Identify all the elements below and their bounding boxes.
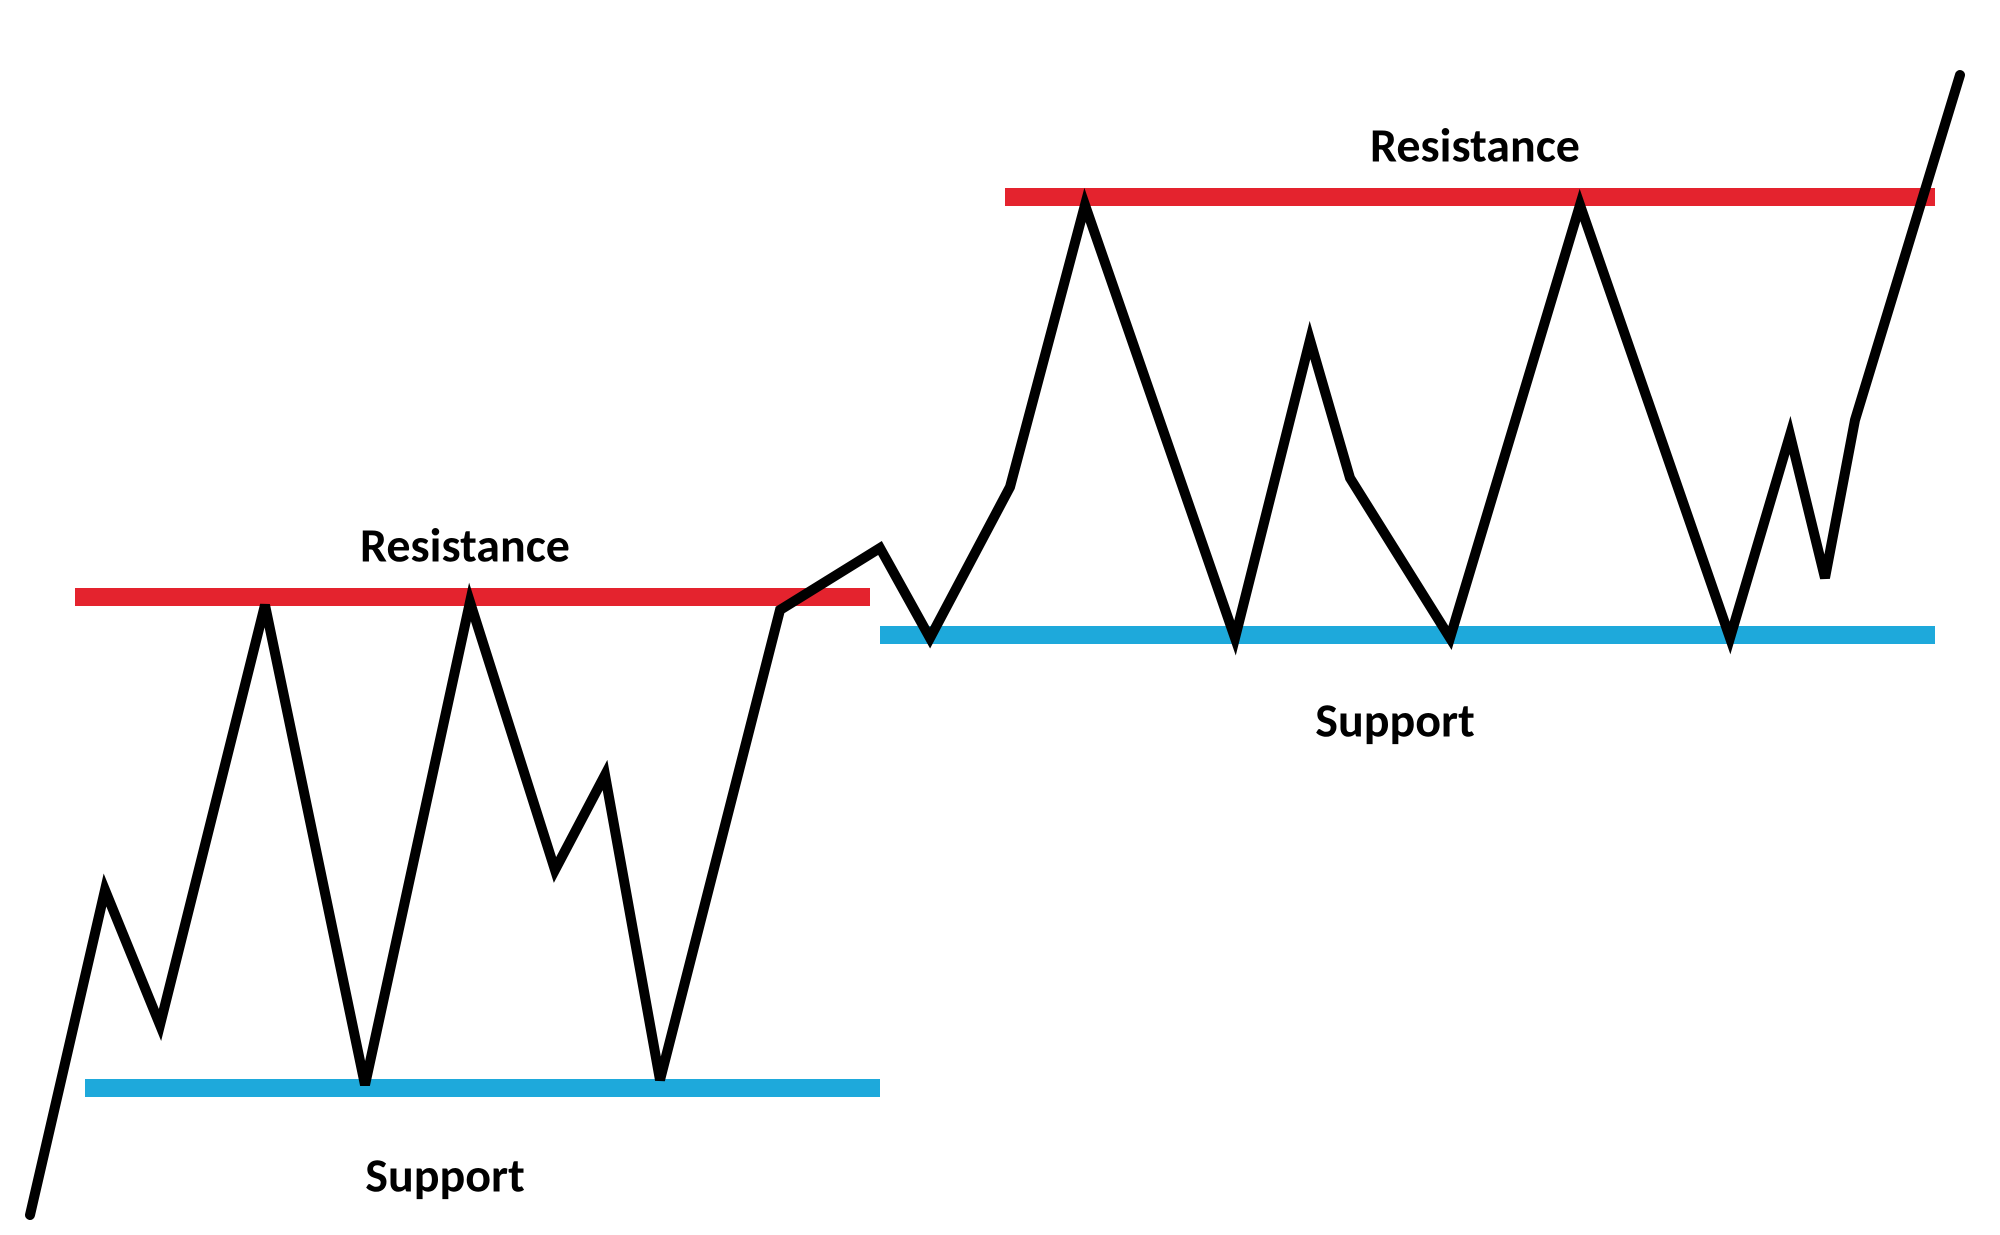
resistance-upper-label: Resistance	[1370, 116, 1580, 175]
support-resistance-chart: Resistance Support Resistance Support	[0, 0, 2000, 1230]
chart-svg	[0, 0, 2000, 1230]
price-line	[30, 75, 1960, 1215]
support-upper-label: Support	[1315, 691, 1474, 750]
support-lower-label: Support	[365, 1146, 524, 1205]
level-lines	[75, 197, 1935, 1088]
resistance-lower-label: Resistance	[360, 516, 570, 575]
